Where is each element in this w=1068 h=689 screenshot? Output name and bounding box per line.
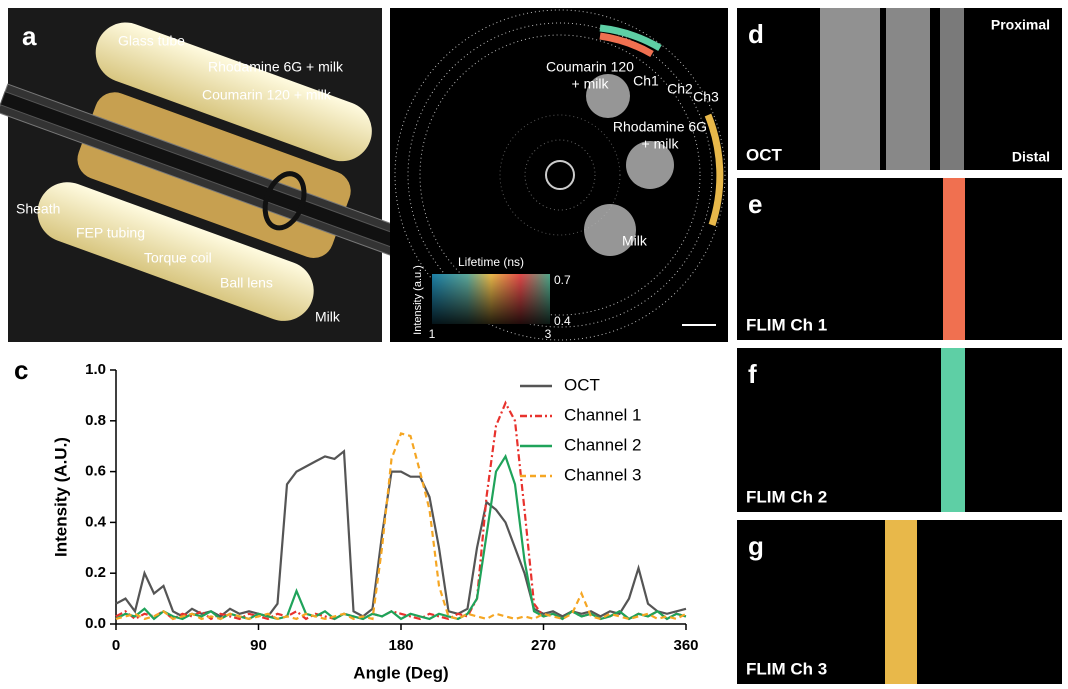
y-tick-label: 1.0 bbox=[85, 361, 106, 378]
panel-e: e FLIM Ch 1 bbox=[737, 178, 1062, 340]
ch-arc bbox=[599, 24, 662, 52]
legend-label: Channel 1 bbox=[564, 405, 642, 424]
part-label: Torque coil bbox=[144, 250, 212, 266]
x-tick-label: 360 bbox=[673, 637, 698, 654]
y-tick-label: 0.8 bbox=[85, 412, 106, 429]
y-tick-label: 0.0 bbox=[85, 615, 106, 632]
colorbar-tick: 3 bbox=[545, 327, 552, 341]
modality-label: FLIM Ch 3 bbox=[746, 659, 827, 678]
panel-label: a bbox=[22, 21, 37, 51]
colorbar-title: Lifetime (ns) bbox=[458, 255, 524, 269]
x-tick-label: 90 bbox=[250, 637, 267, 654]
direction-label: Distal bbox=[1012, 149, 1050, 165]
panel-label: f bbox=[748, 359, 757, 389]
sample-label: Milk bbox=[622, 233, 648, 249]
panel-g: g FLIM Ch 3 bbox=[737, 520, 1062, 684]
colorbar-tick: 0.7 bbox=[554, 273, 571, 287]
catheter bbox=[545, 160, 575, 190]
sample bbox=[584, 204, 636, 256]
panel-a: a Glass tube Rhodamine 6G + milk Coumari… bbox=[0, 8, 404, 342]
sample-label: Coumarin 120 bbox=[546, 59, 634, 75]
panel-label: c bbox=[14, 355, 28, 385]
x-tick-label: 180 bbox=[388, 637, 413, 654]
channel-label: Ch1 bbox=[633, 73, 659, 89]
y-tick-label: 0.4 bbox=[85, 513, 107, 530]
panel-b: b Coumarin 120 + milk Ch1 Ch2 Ch3 Rhodam… bbox=[390, 8, 728, 342]
probe-illustration bbox=[0, 22, 404, 321]
colorbar-ylabel: Intensity (a.u.) bbox=[412, 265, 424, 335]
ch-arc bbox=[704, 113, 724, 227]
x-axis-title: Angle (Deg) bbox=[353, 663, 448, 682]
legend-label: OCT bbox=[564, 375, 600, 394]
panel-label: b bbox=[404, 21, 420, 51]
modality-label: OCT bbox=[746, 145, 783, 164]
series-line bbox=[115, 432, 687, 621]
panel-d: d Proximal OCT Distal bbox=[737, 8, 1062, 170]
colorbar-shade bbox=[432, 274, 550, 324]
ch-arc bbox=[599, 32, 654, 58]
part-label: Glass tube bbox=[118, 33, 185, 49]
legend-label: Channel 2 bbox=[564, 435, 642, 454]
x-tick-label: 270 bbox=[531, 637, 556, 654]
modality-label: FLIM Ch 1 bbox=[746, 315, 827, 334]
part-label: Sheath bbox=[16, 201, 60, 217]
panel-label: d bbox=[748, 19, 764, 49]
part-label: Ball lens bbox=[220, 275, 273, 291]
part-label: Rhodamine 6G + milk bbox=[208, 59, 344, 75]
sample-label: + milk bbox=[642, 136, 680, 152]
part-label: Milk bbox=[315, 309, 341, 325]
y-tick-label: 0.2 bbox=[85, 564, 106, 581]
channel-label: Ch2 bbox=[667, 81, 693, 97]
panel-f: f FLIM Ch 2 bbox=[737, 348, 1062, 512]
channel-label: Ch3 bbox=[693, 89, 719, 105]
sample bbox=[586, 74, 630, 118]
y-axis-title: Intensity (A.U.) bbox=[51, 437, 70, 557]
sample bbox=[626, 141, 674, 189]
sample-label: + milk bbox=[572, 76, 610, 92]
y-tick-label: 0.6 bbox=[85, 463, 106, 480]
panel-c: c Intensity (A.U.) Angle (Deg) 0.0 0.2 0.4… bbox=[14, 355, 699, 683]
colorbar-tick: 0.4 bbox=[554, 314, 571, 328]
sample-label: Rhodamine 6G bbox=[613, 119, 707, 135]
direction-label: Proximal bbox=[991, 17, 1050, 33]
legend-label: Channel 3 bbox=[564, 465, 642, 484]
colorbar-tick: 1 bbox=[429, 327, 436, 341]
panel-label: e bbox=[748, 189, 762, 219]
panel-label: g bbox=[748, 531, 764, 561]
rings bbox=[394, 9, 726, 341]
series-line bbox=[115, 400, 687, 621]
part-label: Coumarin 120 + milk bbox=[202, 87, 332, 103]
modality-label: FLIM Ch 2 bbox=[746, 487, 827, 506]
part-label: FEP tubing bbox=[76, 225, 145, 241]
x-tick-label: 0 bbox=[112, 637, 120, 654]
